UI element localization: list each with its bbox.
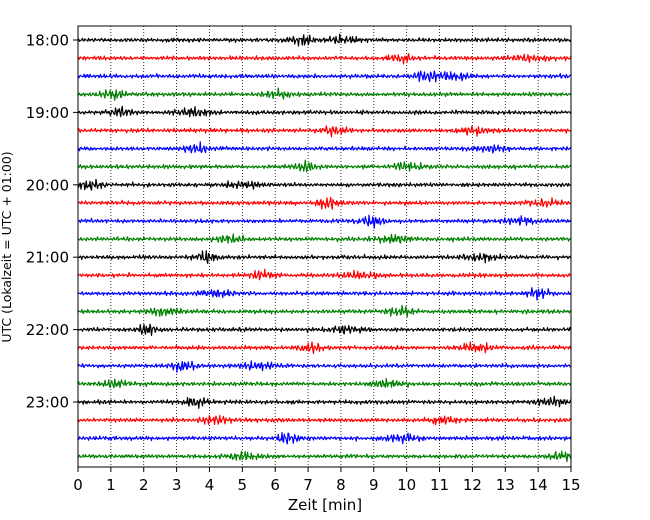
x-tick-label: 9 [369,476,379,494]
x-tick-label: 8 [336,476,346,494]
seismic-trace [77,414,572,426]
seismic-trace [77,268,571,281]
seismic-traces [77,33,572,463]
x-tick-label: 0 [73,476,83,494]
x-tick-label: 14 [529,476,548,494]
seismic-trace [77,250,572,265]
y-tick-label: 18:00 [26,32,69,50]
x-tick-label: 7 [303,476,313,494]
y-tick-label: 22:00 [26,321,69,339]
x-tick-label: 1 [106,476,116,494]
seismic-trace [77,105,572,118]
seismic-trace [77,87,572,101]
plot-frame [77,25,572,468]
x-tick-label: 10 [397,476,416,494]
seismic-trace [77,323,572,337]
seismic-trace [77,377,572,389]
x-tick-label: 15 [561,476,580,494]
seismic-trace [77,395,572,409]
seismic-trace [77,360,572,373]
seismic-trace [77,70,572,83]
axes-frame [77,25,572,468]
seismic-trace [77,196,572,210]
seismic-trace [77,341,572,354]
seismic-trace [77,304,572,318]
y-tick-label: 21:00 [26,249,69,267]
seismic-trace [77,33,572,47]
y-tick-label: 23:00 [26,394,69,412]
x-tick-label: 12 [463,476,482,494]
seismic-trace [77,431,572,445]
x-tick-label: 11 [430,476,449,494]
y-tick-label: 19:00 [26,104,69,122]
x-tick-label: 2 [139,476,149,494]
x-tick-label: 4 [205,476,215,494]
seismic-trace [77,214,572,229]
x-axis-ticks: 0 1 2 3 4 5 6 7 8 9 10 11 12 13 14 15 [73,467,581,494]
x-tick-label: 6 [270,476,280,494]
seismic-trace [77,141,572,154]
seismic-trace [77,450,572,463]
seismic-trace [77,233,572,244]
seismic-trace [77,125,572,138]
x-tick-label: 3 [172,476,182,494]
x-axis-label: Zeit [min] [288,496,362,514]
seismic-trace [77,53,572,65]
seismic-trace [77,159,572,173]
x-tick-label: 5 [238,476,248,494]
seismic-trace [77,287,572,301]
y-tick-label: 20:00 [26,176,69,194]
y-axis-label: UTC (Lokalzeit = UTC + 01:00) [0,151,14,342]
x-tick-label: 13 [496,476,515,494]
y-axis-ticks: 18:00 19:00 20:00 21:00 22:00 23:00 [26,32,78,412]
seismic-trace [77,178,572,191]
